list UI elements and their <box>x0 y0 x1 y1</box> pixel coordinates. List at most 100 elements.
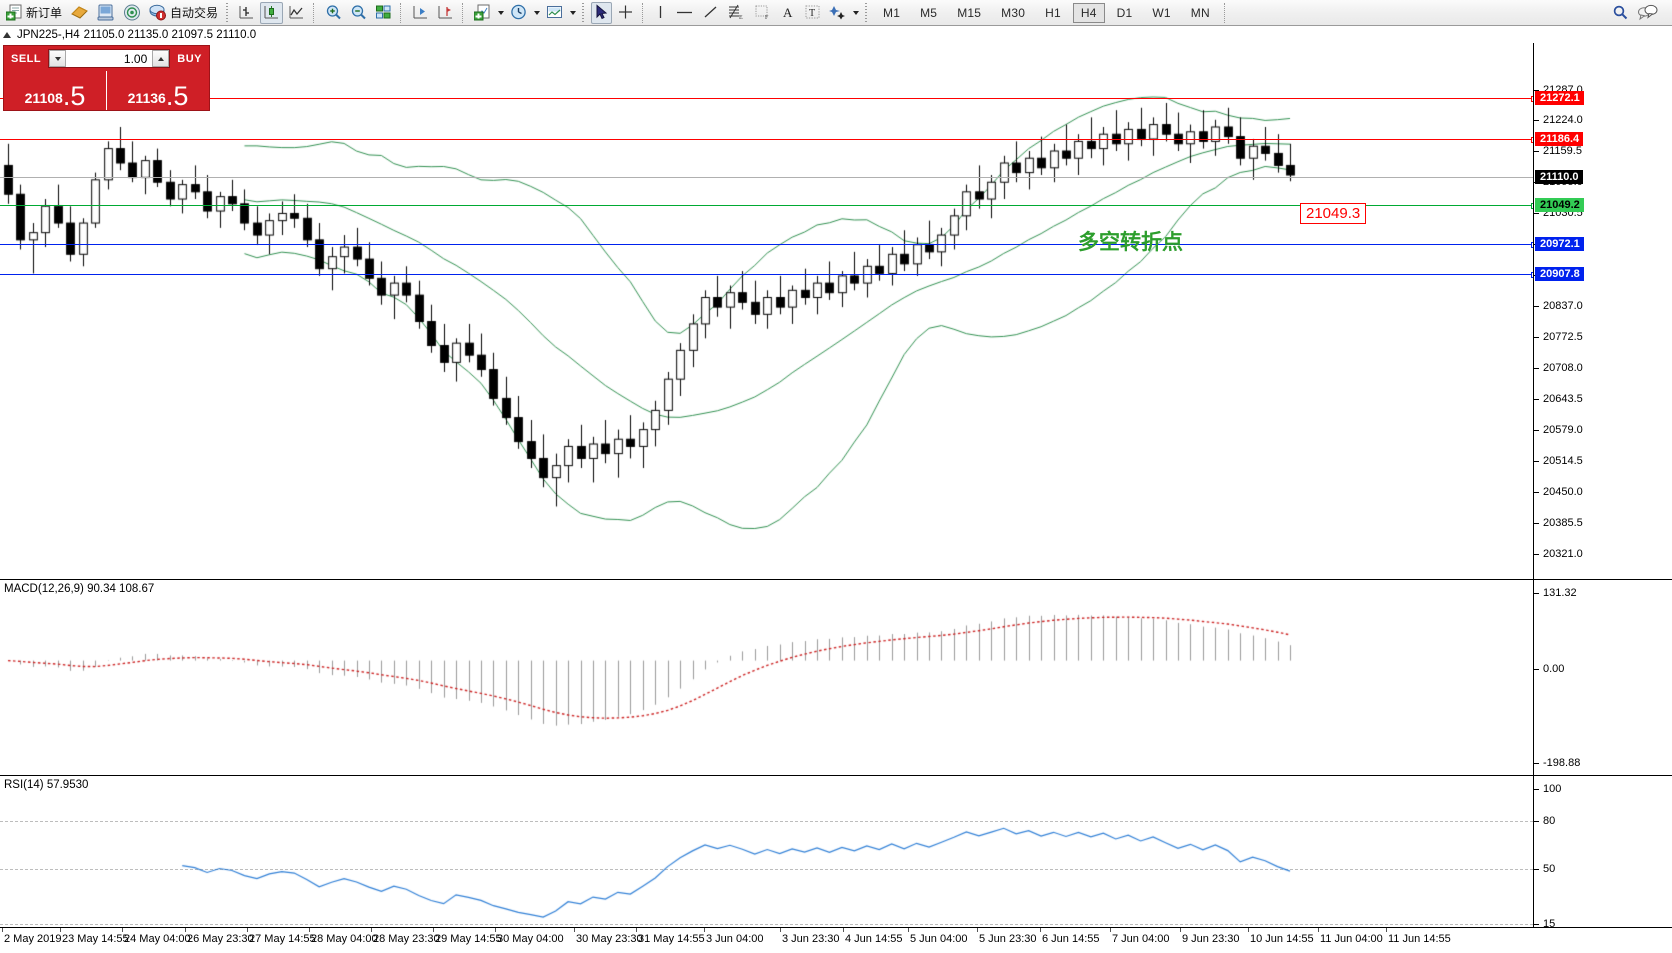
chat-button[interactable] <box>1634 2 1661 24</box>
timeframe-m5[interactable]: M5 <box>920 5 938 20</box>
timeframe-m30[interactable]: M30 <box>1001 5 1026 20</box>
macd-plot-area[interactable] <box>0 580 1533 775</box>
buy-price[interactable]: 21136 .5 <box>107 71 209 110</box>
timeframe-h1[interactable]: H1 <box>1045 5 1061 20</box>
zoom-in-button[interactable] <box>322 2 345 24</box>
line-handle[interactable] <box>1531 272 1533 278</box>
chart-shift-button[interactable] <box>434 2 457 24</box>
price-level-label[interactable]: 21049.3 <box>1300 203 1367 224</box>
time-label: 3 Jun 23:30 <box>782 933 840 945</box>
time-axis[interactable]: 2 May 2019 23 May 14:55 24 May 04:00 26 May… <box>0 927 1672 953</box>
timeframe-h4[interactable]: H4 <box>1072 2 1105 23</box>
one-click-trading-panel[interactable]: SELL 1.00 BUY 21108 .5 21136 .5 <box>3 45 210 111</box>
expert-advisor-button[interactable] <box>67 2 92 24</box>
search-button[interactable] <box>1609 2 1632 24</box>
metaeditor-button[interactable] <box>94 2 118 24</box>
support-line-blue-1[interactable] <box>0 242 1533 248</box>
volume-value[interactable]: 1.00 <box>123 51 148 66</box>
line-handle[interactable] <box>1531 137 1533 143</box>
line-chart-button[interactable] <box>285 2 308 24</box>
fibonacci-button[interactable]: E <box>724 2 749 24</box>
indicators-button[interactable] <box>471 2 494 24</box>
buy-price-fraction: .5 <box>165 81 189 112</box>
time-tick <box>704 928 705 932</box>
price-scale[interactable]: 21287.021224.021159.521095.021030.520966… <box>1533 43 1672 591</box>
indicators-dropdown-arrow[interactable] <box>495 3 506 23</box>
volume-stepper[interactable]: 1.00 <box>48 49 171 68</box>
toolbar-separator-2 <box>400 2 404 23</box>
price-plot-area[interactable]: 多空转折点 21049.3 <box>0 43 1533 579</box>
support-line-blue-2[interactable] <box>0 272 1533 278</box>
time-label: 9 Jun 23:30 <box>1182 933 1240 945</box>
autotrading-icon <box>149 4 167 21</box>
period-dropdown-arrow[interactable] <box>531 3 542 23</box>
period-icon <box>510 4 527 21</box>
candlestick-chart-button[interactable] <box>260 1 284 24</box>
equidistant-channel-button[interactable]: F <box>751 2 776 24</box>
line-handle[interactable] <box>1531 203 1533 209</box>
timeframe-m1[interactable]: M1 <box>883 5 901 20</box>
support-line-blue-1-tag: 20972.1 <box>1535 237 1584 251</box>
zoom-out-button[interactable] <box>347 2 370 24</box>
svg-text:F: F <box>765 15 769 21</box>
timeframe-mn[interactable]: MN <box>1190 5 1210 20</box>
time-label: 29 May 14:55 <box>435 933 502 945</box>
time-tick <box>1248 928 1249 932</box>
shapes-dropdown-arrow[interactable] <box>850 3 861 23</box>
price-tick: 20579.0 <box>1534 424 1583 436</box>
period-button[interactable] <box>507 2 530 24</box>
autotrading-button[interactable]: 自动交易 <box>146 2 221 24</box>
auto-scroll-button[interactable] <box>409 2 432 24</box>
price-tick: 20321.0 <box>1534 548 1583 560</box>
rsi-tick: 50 <box>1534 863 1555 875</box>
chart-header: JPN225-,H4 21105.0 21135.0 21097.5 21110… <box>0 27 1672 43</box>
buy-button[interactable]: BUY <box>177 52 202 65</box>
time-label: 5 Jun 04:00 <box>910 933 968 945</box>
macd-canvas <box>0 580 1533 775</box>
templates-button[interactable] <box>543 2 566 24</box>
metaeditor-icon <box>97 4 115 21</box>
templates-dropdown-arrow[interactable] <box>567 3 578 23</box>
rsi-canvas <box>0 776 1533 927</box>
price-chart-panel[interactable]: 多空转折点 21049.3 21287.021224.021159.521095… <box>0 43 1672 591</box>
rsi-panel[interactable]: RSI(14) 57.9530 1008050150 <box>0 775 1672 953</box>
support-line-green[interactable] <box>0 203 1533 209</box>
last-price-line[interactable] <box>0 177 1533 178</box>
macd-panel[interactable]: MACD(12,26,9) 90.34 108.67 131.32 0.00 -19… <box>0 579 1672 775</box>
bar-chart-button[interactable] <box>235 2 258 24</box>
last-price-line-tag: 21110.0 <box>1535 170 1583 184</box>
timeframe-m15[interactable]: M15 <box>957 5 982 20</box>
crosshair-button[interactable] <box>614 2 637 24</box>
rsi-plot-area[interactable] <box>0 776 1533 927</box>
price-tick: 20772.5 <box>1534 331 1583 343</box>
new-order-icon <box>6 4 23 21</box>
volume-decrease-icon[interactable] <box>49 50 67 67</box>
resistance-line-2[interactable] <box>0 137 1533 143</box>
horizontal-line-button[interactable] <box>672 2 697 24</box>
time-tick <box>60 928 61 932</box>
trendline-button[interactable] <box>699 2 722 24</box>
sell-button[interactable]: SELL <box>11 52 42 65</box>
resistance-line-1[interactable] <box>0 96 1533 102</box>
time-tick <box>247 928 248 932</box>
time-label: 30 May 23:30 <box>576 933 643 945</box>
time-label: 7 Jun 04:00 <box>1112 933 1170 945</box>
shapes-button[interactable] <box>826 2 849 24</box>
text-button[interactable]: T <box>801 2 824 24</box>
chart-scroll-up-icon[interactable] <box>3 32 11 38</box>
toolbar-grip-timeframes <box>864 2 871 23</box>
new-order-button[interactable]: 新订单 <box>3 2 65 24</box>
volume-increase-icon[interactable] <box>152 50 170 67</box>
signals-button[interactable] <box>120 2 144 24</box>
sell-price[interactable]: 21108 .5 <box>4 71 107 110</box>
svg-text:A: A <box>783 5 793 20</box>
text-label-button[interactable]: A <box>778 2 799 24</box>
window-tile-button[interactable] <box>372 2 395 24</box>
timeframe-d1[interactable]: D1 <box>1116 5 1133 20</box>
turning-point-note[interactable]: 多空转折点 <box>1078 230 1183 254</box>
line-handle[interactable] <box>1531 242 1533 248</box>
timeframe-w1[interactable]: W1 <box>1152 5 1171 20</box>
line-handle[interactable] <box>1531 96 1533 102</box>
cursor-button[interactable] <box>591 1 613 24</box>
vertical-line-button[interactable] <box>651 2 670 24</box>
